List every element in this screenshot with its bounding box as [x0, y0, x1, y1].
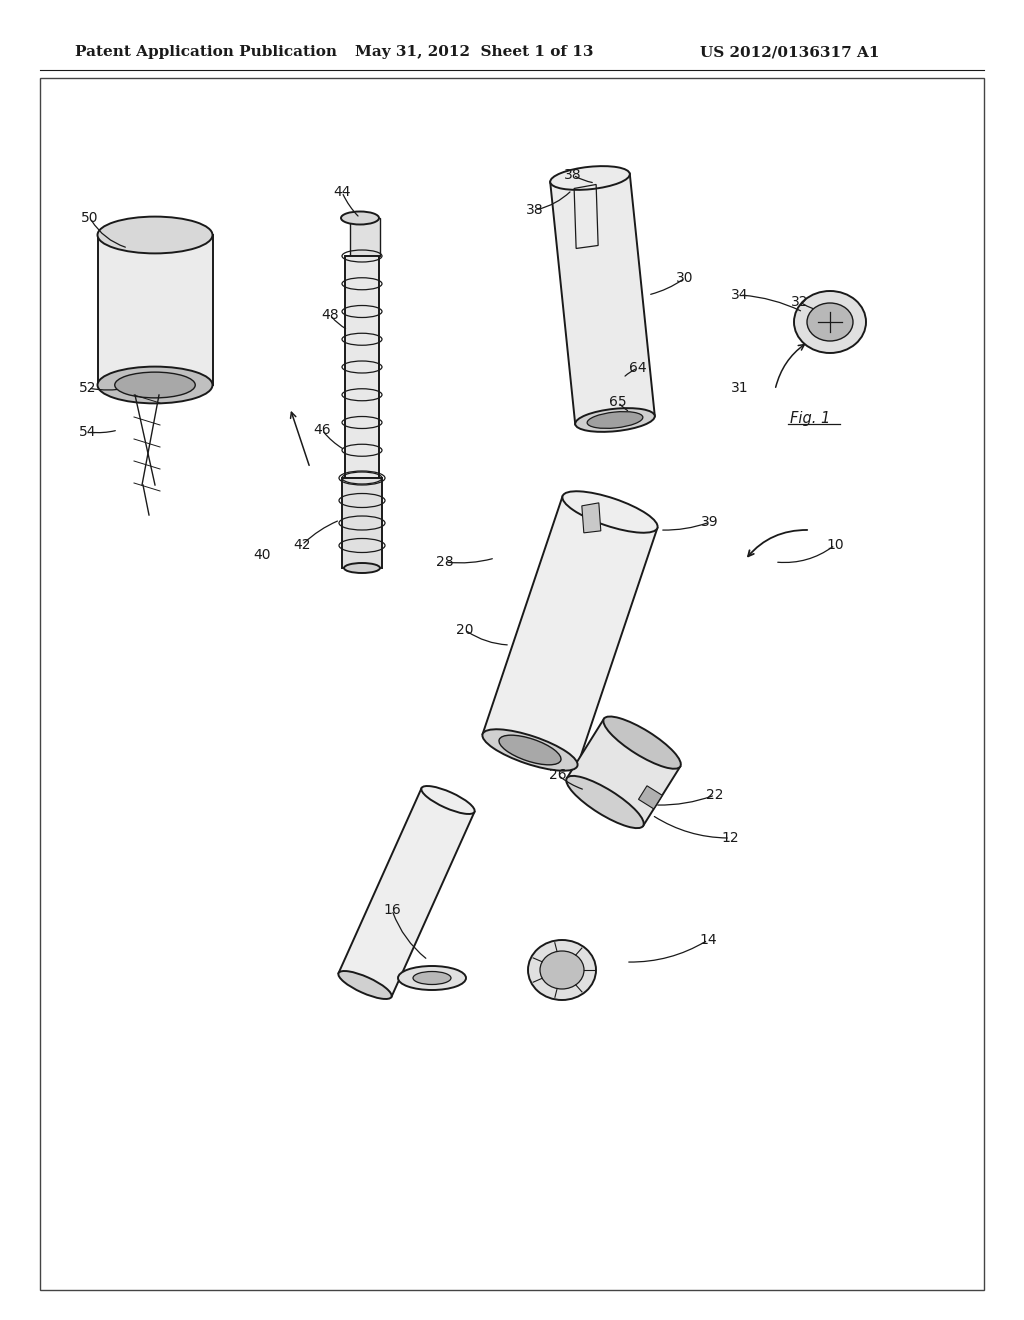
Ellipse shape: [482, 729, 578, 771]
Ellipse shape: [540, 950, 584, 989]
Polygon shape: [639, 785, 663, 809]
Text: 39: 39: [701, 515, 719, 529]
Ellipse shape: [794, 290, 866, 352]
Ellipse shape: [398, 966, 466, 990]
Text: 28: 28: [436, 554, 454, 569]
Text: 22: 22: [707, 788, 724, 803]
Text: 48: 48: [322, 308, 339, 322]
Text: 46: 46: [313, 422, 331, 437]
Polygon shape: [582, 503, 601, 533]
Text: 20: 20: [457, 623, 474, 638]
Polygon shape: [550, 174, 654, 424]
Ellipse shape: [528, 940, 596, 1001]
Text: 31: 31: [731, 381, 749, 395]
Text: 16: 16: [383, 903, 400, 917]
Ellipse shape: [421, 785, 475, 814]
Text: US 2012/0136317 A1: US 2012/0136317 A1: [700, 45, 880, 59]
Text: 50: 50: [81, 211, 98, 224]
Text: 54: 54: [79, 425, 96, 440]
Polygon shape: [567, 719, 680, 826]
Ellipse shape: [575, 408, 654, 432]
Text: 65: 65: [609, 395, 627, 409]
Text: 34: 34: [731, 288, 749, 302]
Text: May 31, 2012  Sheet 1 of 13: May 31, 2012 Sheet 1 of 13: [355, 45, 594, 59]
Text: 40: 40: [253, 548, 270, 562]
Text: 38: 38: [526, 203, 544, 216]
Ellipse shape: [499, 735, 561, 764]
Ellipse shape: [344, 564, 380, 573]
Text: 10: 10: [826, 539, 844, 552]
Ellipse shape: [97, 216, 213, 253]
Text: 12: 12: [721, 832, 738, 845]
Text: 64: 64: [629, 360, 647, 375]
Polygon shape: [97, 235, 213, 385]
Ellipse shape: [603, 717, 681, 768]
Polygon shape: [350, 218, 380, 256]
Ellipse shape: [341, 211, 379, 224]
Text: Patent Application Publication: Patent Application Publication: [75, 45, 337, 59]
Text: 38: 38: [564, 168, 582, 182]
Ellipse shape: [587, 412, 643, 429]
Text: 26: 26: [549, 768, 567, 781]
Ellipse shape: [115, 372, 196, 397]
Text: 32: 32: [792, 294, 809, 309]
Ellipse shape: [550, 166, 630, 190]
Text: 42: 42: [293, 539, 310, 552]
Ellipse shape: [413, 972, 451, 985]
Text: 30: 30: [676, 271, 693, 285]
Polygon shape: [342, 478, 382, 568]
Ellipse shape: [566, 776, 644, 828]
Polygon shape: [482, 496, 657, 766]
Polygon shape: [345, 256, 379, 478]
Ellipse shape: [807, 304, 853, 341]
Text: 44: 44: [333, 185, 351, 199]
Text: 14: 14: [699, 933, 717, 946]
Ellipse shape: [562, 491, 657, 533]
Ellipse shape: [97, 367, 213, 404]
Text: Fig. 1: Fig. 1: [790, 411, 830, 425]
Polygon shape: [339, 788, 474, 997]
Text: 52: 52: [79, 381, 96, 395]
Ellipse shape: [338, 972, 391, 999]
